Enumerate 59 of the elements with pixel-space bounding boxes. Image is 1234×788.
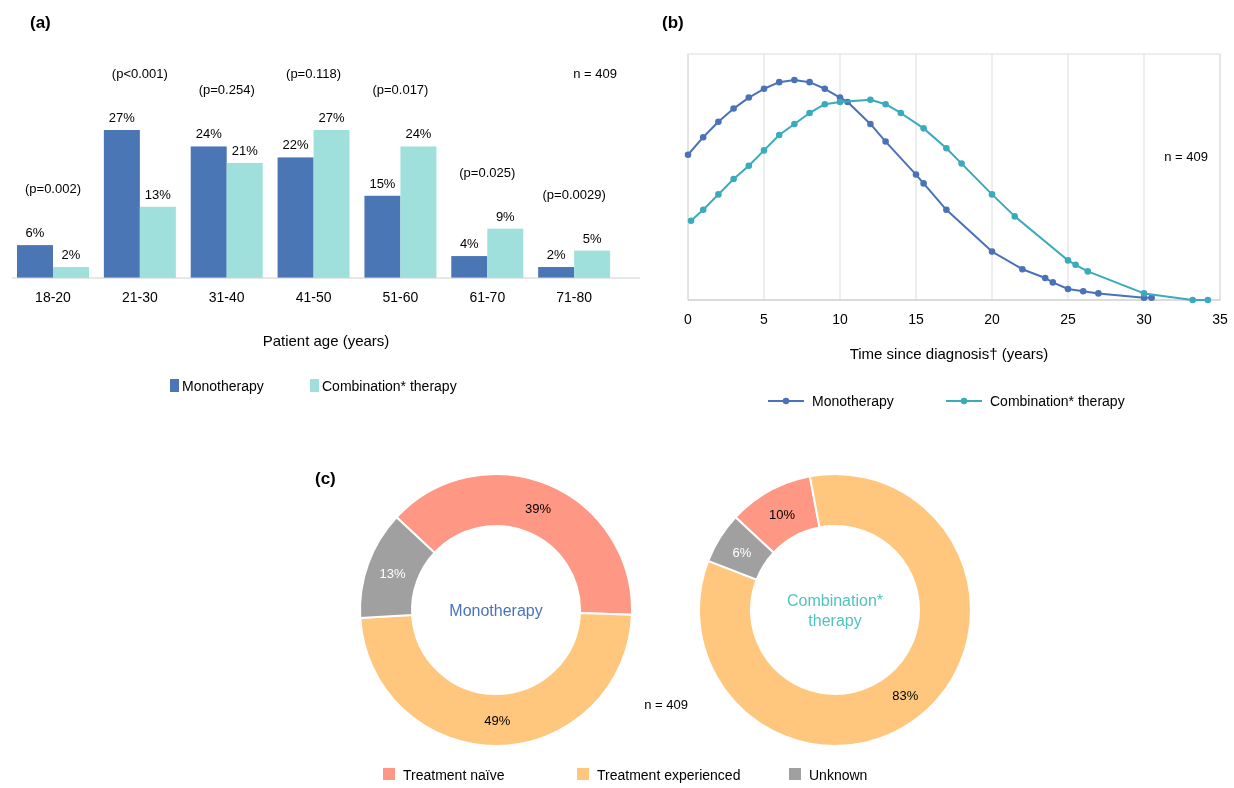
text: n = 409 <box>573 66 617 81</box>
x-tick-label: 21-30 <box>121 289 158 305</box>
data-label: 13% <box>144 186 172 202</box>
x-tick-label: 35 <box>1212 311 1228 327</box>
data-label: 27% <box>318 110 346 125</box>
data-label: 22% <box>282 137 310 153</box>
x-tick-label: 0 <box>684 311 693 327</box>
legend-label: Combination* therapy <box>990 393 1125 409</box>
annotation: (p=0.0029) <box>542 186 606 202</box>
data-label: 2% <box>546 247 566 263</box>
data-label: 24% <box>195 126 223 142</box>
slice-label: Combination* therapy <box>786 592 884 629</box>
data-label: 39% <box>525 501 552 517</box>
x-tick-label: 61-70 <box>469 289 506 305</box>
x-tick-label: 5 <box>760 311 769 327</box>
legend-label: Treatment naïve <box>403 767 505 783</box>
data-label: 2% <box>61 247 81 263</box>
data-label: 27% <box>108 110 136 125</box>
data-label: 6% <box>25 225 45 241</box>
x-axis-title: Patient age (years) <box>262 332 390 349</box>
x-tick-label: 51-60 <box>382 289 419 305</box>
legend-label: Monotherapy <box>812 393 894 409</box>
legend-label: Combination* therapy <box>322 378 457 394</box>
chart-title: (c) <box>315 469 336 488</box>
data-label: 10% <box>768 506 796 522</box>
data-label: 49% <box>484 712 511 728</box>
x-tick-label: 30 <box>1136 311 1152 327</box>
chart-title: (a) <box>30 13 51 32</box>
x-tick-label: 41-50 <box>295 289 332 305</box>
slice-label: Monotherapy <box>449 602 543 619</box>
x-tick-label: 10 <box>832 311 848 327</box>
data-label: 24% <box>405 126 432 142</box>
data-label: 6% <box>732 544 752 560</box>
x-tick-label: 18-20 <box>35 289 72 305</box>
chart-title: (b) <box>662 13 684 32</box>
legend-label: Monotherapy <box>182 378 264 394</box>
data-label: 21% <box>231 142 259 158</box>
x-tick-label: 15 <box>908 311 924 327</box>
data-label: 9% <box>495 208 516 224</box>
text: (p<0.001) <box>111 66 168 81</box>
legend-label: Treatment experienced <box>597 767 741 783</box>
x-axis-title: Time since diagnosis† (years) <box>849 345 1049 362</box>
data-label: 15% <box>369 175 396 191</box>
data-label: 83% <box>892 687 919 703</box>
text: (p=0.254) <box>198 82 255 98</box>
x-tick-label: 25 <box>1060 311 1076 327</box>
data-label: 13% <box>379 565 406 581</box>
annotation: (p=0.025) <box>459 164 516 180</box>
text: (p=0.017) <box>372 82 429 98</box>
legend-label: Unknown <box>809 767 868 783</box>
annotation: n = 409 <box>1164 149 1208 164</box>
x-tick-label: 31-40 <box>208 289 245 305</box>
text: (p=0.118) <box>286 66 342 81</box>
annotation: (p=0.002) <box>24 181 82 197</box>
data-label: 4% <box>459 236 480 252</box>
x-tick-label: 71-80 <box>556 289 593 305</box>
x-tick-label: 20 <box>984 311 1000 327</box>
data-label: 5% <box>582 230 602 246</box>
text: n = 409 <box>644 697 688 712</box>
